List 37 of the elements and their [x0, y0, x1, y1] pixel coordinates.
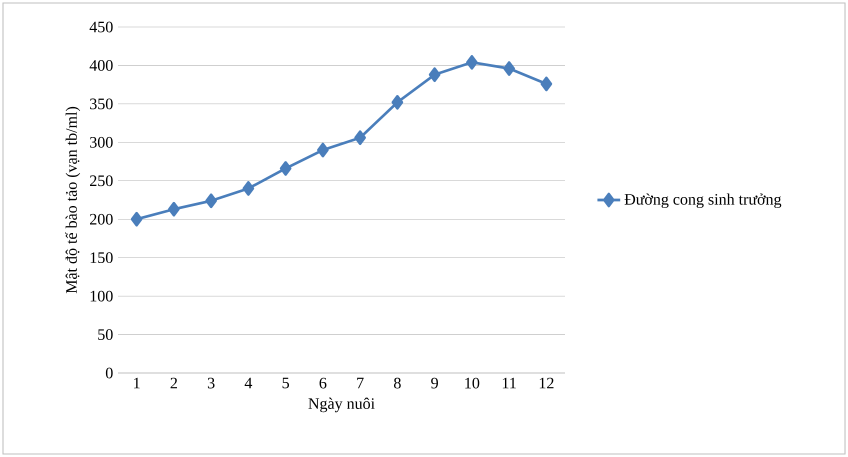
x-tick-label: 10 — [465, 378, 480, 388]
x-tick-label: 2 — [170, 378, 177, 388]
x-tick-label: 4 — [244, 378, 252, 388]
x-tick-label: 1 — [134, 378, 140, 388]
point — [130, 212, 142, 227]
y-tick-label: 400 — [90, 60, 113, 71]
y-tick-label: 0 — [106, 368, 113, 378]
point — [168, 202, 180, 217]
x-tick-label: 11 — [502, 378, 516, 388]
point — [428, 67, 440, 82]
y-axis-title: Mật độ tế bào tảo (vạn tb/ml) — [65, 106, 80, 294]
x-tick-label: 3 — [208, 378, 215, 388]
x-axis-title: Ngày nuôi — [308, 398, 375, 412]
x-tick-label: 9 — [431, 378, 438, 388]
y-tick-label: 100 — [90, 290, 113, 302]
x-tick-label: 12 — [540, 378, 554, 388]
x-tick-label: 6 — [320, 378, 326, 388]
point — [280, 161, 292, 176]
x-tick-label: 5 — [282, 378, 290, 388]
y-tick-label: 300 — [90, 136, 113, 148]
point — [354, 130, 366, 146]
y-tick-label: 450 — [90, 22, 113, 32]
y-tick-label: 50 — [98, 329, 113, 340]
y-tick-label: 150 — [90, 252, 113, 264]
y-tick-label: 200 — [90, 214, 113, 225]
point — [205, 193, 217, 208]
y-tick-label: 350 — [90, 98, 113, 110]
point — [503, 61, 515, 76]
point — [540, 76, 552, 92]
point — [392, 95, 404, 110]
x-tick-label: 8 — [394, 378, 401, 388]
y-tick-label: 250 — [90, 175, 113, 186]
point — [466, 55, 478, 70]
point — [242, 181, 254, 196]
legend-label: Đường cong sinh trưởng — [624, 193, 782, 208]
x-tick-label: 7 — [357, 378, 364, 388]
point — [317, 142, 329, 158]
